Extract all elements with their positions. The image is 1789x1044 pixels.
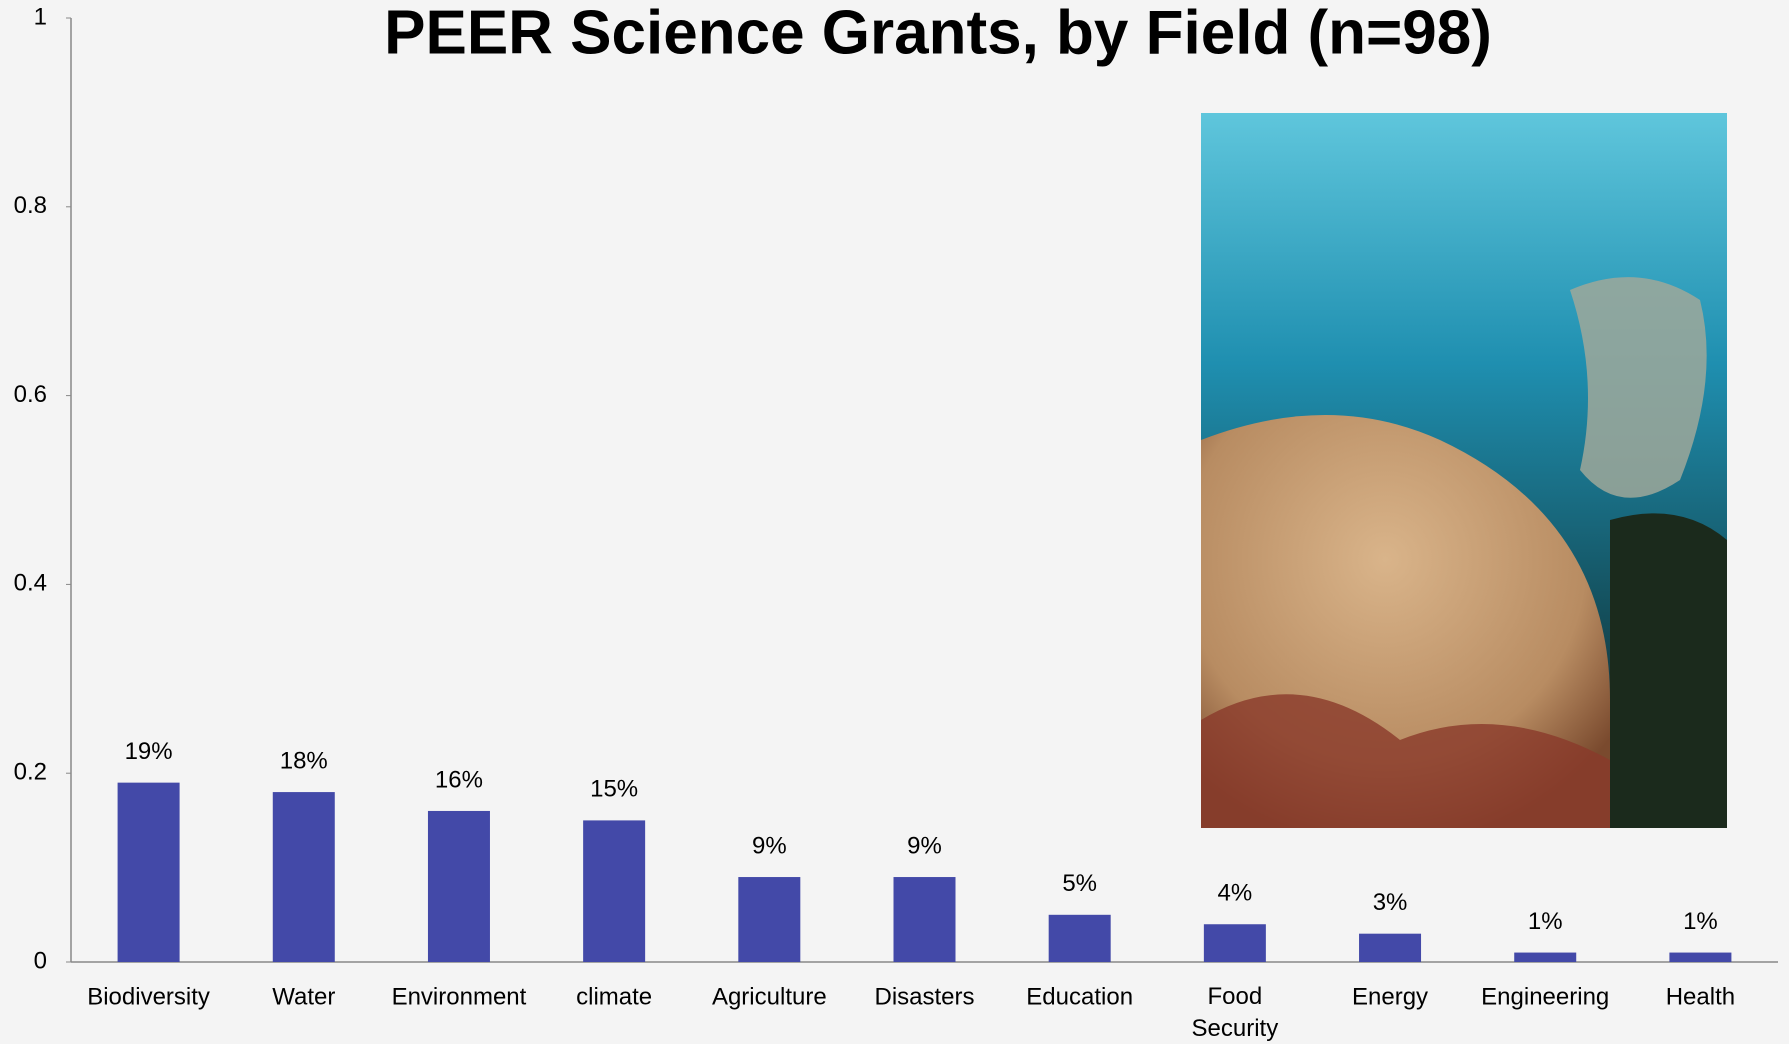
x-tick-label: Health [1666,983,1735,1010]
y-tick-label: 0.4 [14,570,47,597]
value-label: 3% [1373,889,1408,916]
value-label: 9% [907,832,942,859]
x-tick-label: Energy [1352,983,1428,1010]
bar [1359,934,1421,962]
value-label: 19% [125,738,173,765]
y-tick-label: 1 [34,3,47,30]
x-tick-label: climate [576,983,652,1010]
bar [1669,953,1731,962]
x-tick-label: Disasters [874,983,974,1010]
bar [738,877,800,962]
x-tick-label: Engineering [1481,983,1609,1010]
value-label: 18% [280,747,328,774]
value-label: 1% [1528,908,1563,935]
bar [428,811,490,962]
value-label: 9% [752,832,787,859]
bar [273,792,335,962]
bar [1049,915,1111,962]
x-tick-label: Biodiversity [87,983,210,1010]
x-tick-label: Education [1026,983,1133,1010]
bar [583,820,645,962]
value-label: 5% [1062,870,1097,897]
x-tick-label: Environment [392,983,527,1010]
value-label: 15% [590,776,638,803]
chart: PEER Science Grants, by Field (n=98) 0 0.… [0,0,1789,1044]
chart-title: PEER Science Grants, by Field (n=98) [384,0,1492,67]
x-tick-label: Water [272,983,335,1010]
value-label: 4% [1218,880,1253,907]
bar [1514,953,1576,962]
bar [118,783,180,962]
y-tick-label: 0.8 [14,192,47,219]
value-label: 1% [1683,908,1718,935]
reef-photo [1201,113,1727,828]
x-tick-label: Agriculture [712,983,827,1010]
y-tick-label: 0.2 [14,759,47,786]
bar [1204,924,1266,962]
value-label: 16% [435,766,483,793]
y-tick-label: 0.6 [14,381,47,408]
page: PEER Science Grants, by Field (n=98) 0 0.… [0,0,1789,1044]
y-tick-label: 0 [34,947,47,974]
bar [894,877,956,962]
